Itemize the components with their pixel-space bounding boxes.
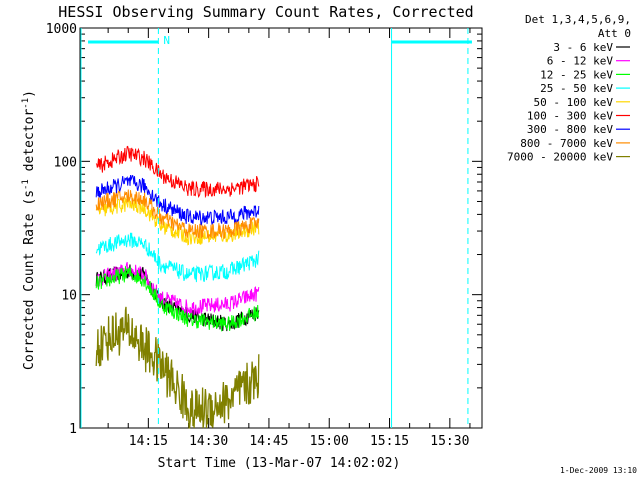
y-ticks: 1 10 100 1000 [46, 22, 482, 437]
series-line [95, 232, 260, 283]
y-label-sup-1: -1 [21, 179, 31, 190]
y-axis-label: Corrected Count Rate (s-1 detector-1) [21, 90, 37, 370]
legend-entry-label: 800 - 7000 keV [520, 137, 613, 150]
legend-entry-label: 12 - 25 keV [540, 68, 613, 81]
legend-header-1: Det 1,3,4,5,6,9, [525, 13, 631, 26]
legend-entry-label: 50 - 100 keV [534, 96, 614, 109]
y-tick-label: 1000 [46, 22, 77, 37]
x-tick-label: 15:15 [370, 434, 409, 449]
series-lines [95, 145, 260, 429]
night-flag-label: N [163, 34, 170, 47]
legend-entry-label: 6 - 12 keV [547, 55, 614, 68]
series-line [95, 261, 260, 316]
series-line [95, 189, 260, 240]
series-line [95, 266, 260, 332]
y-label-part-1: Corrected Count Rate (s [22, 190, 37, 370]
legend-header-2: Att 0 [598, 27, 631, 40]
series-line [95, 174, 260, 226]
x-tick-label: 15:00 [310, 434, 349, 449]
x-tick-label: 14:15 [129, 434, 168, 449]
x-tick-label: 14:30 [189, 434, 228, 449]
overlay-markers: N [80, 28, 472, 428]
y-tick-label: 100 [54, 155, 77, 170]
legend-entry-label: 100 - 300 keV [527, 110, 613, 123]
series-line [95, 306, 260, 429]
legend-entry-label: 7000 - 20000 keV [507, 151, 613, 164]
plot-frame [79, 27, 483, 429]
x-tick-label: 14:45 [249, 434, 288, 449]
chart-title: HESSI Observing Summary Count Rates, Cor… [58, 3, 473, 21]
legend-entry-label: 300 - 800 keV [527, 123, 613, 136]
y-label-part-2: detector [22, 109, 37, 180]
y-label-part-3: ) [22, 90, 37, 98]
series-line [95, 145, 260, 199]
legend-entry-label: 3 - 6 keV [553, 41, 613, 54]
x-ticks: 14:15 14:30 14:45 15:00 15:15 15:30 [107, 28, 471, 449]
generation-timestamp: 1-Dec-2009 13:10 [560, 466, 637, 475]
x-axis-label: Start Time (13-Mar-07 14:02:02) [158, 456, 401, 471]
legend-entry-label: 25 - 50 keV [540, 82, 613, 95]
x-tick-label: 15:30 [430, 434, 469, 449]
y-tick-label: 1 [69, 422, 77, 437]
y-label-sup-2: -1 [21, 98, 31, 109]
y-tick-label: 10 [61, 289, 77, 304]
